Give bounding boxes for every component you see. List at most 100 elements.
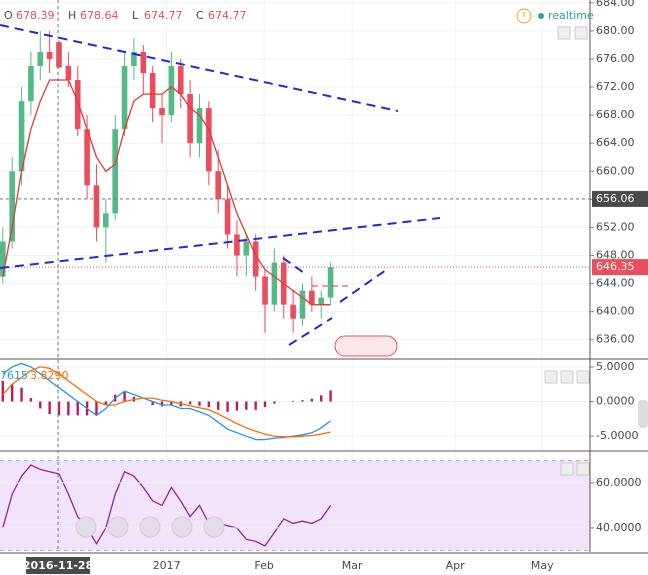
candle-body (327, 267, 334, 298)
trend-line[interactable] (288, 317, 333, 346)
pane-button[interactable] (560, 462, 574, 476)
ohlc-letter: L (132, 9, 139, 22)
histogram-bar (217, 401, 220, 410)
histogram-bar (320, 395, 323, 402)
candle-body (309, 290, 315, 305)
histogram-bar (10, 384, 14, 402)
y-tick-label: 640.00 (596, 305, 635, 318)
y-tick-label: 660.00 (596, 164, 635, 177)
ohlc-letter: O (4, 9, 13, 22)
candle-body (84, 129, 90, 186)
candle-body (168, 65, 175, 116)
histogram-bar (57, 401, 61, 416)
histogram-bar (310, 398, 314, 402)
scroll-button[interactable] (203, 516, 225, 538)
drawings: realtime (0, 8, 648, 538)
histogram-bar (263, 401, 267, 408)
x-tick-label: 2017 (153, 559, 181, 572)
ohlc-letter: C (196, 9, 204, 22)
y-tick-label: 636.00 (596, 333, 635, 346)
candle-body (112, 129, 118, 214)
y-tick-label: 680.00 (596, 24, 635, 37)
line (2, 464, 332, 547)
reset-button[interactable] (139, 516, 161, 538)
ohlc-value: 674.77 (144, 9, 183, 22)
scroll-handle[interactable] (638, 400, 648, 428)
candle-body (252, 241, 259, 277)
histogram-bar (273, 401, 276, 404)
line (2, 362, 331, 441)
trend-line[interactable] (339, 269, 387, 303)
pane-button[interactable] (560, 370, 574, 384)
trend-line[interactable] (0, 24, 399, 112)
ohlc-value: 678.39 (16, 9, 55, 22)
band (0, 460, 590, 551)
histogram-bar (39, 401, 42, 409)
crosshair-price: 656.06 (596, 192, 635, 205)
candle-body (196, 108, 203, 144)
pane-button[interactable] (557, 26, 571, 40)
line (2, 366, 331, 438)
price-label-box (592, 259, 648, 276)
histogram-bar (29, 398, 33, 402)
last-price: 646.35 (596, 260, 635, 273)
candle-body (0, 241, 6, 277)
candle-body (224, 199, 231, 235)
pane-button[interactable] (576, 462, 590, 476)
candle-body (271, 262, 278, 305)
zoom-button[interactable] (107, 516, 129, 538)
candle-body (299, 290, 306, 319)
y-tick-label: 648.00 (596, 249, 635, 262)
x-tick-label: Feb (254, 559, 273, 572)
status-dot (538, 13, 544, 19)
y-tick-label: 672.00 (596, 80, 635, 93)
histogram-bar (48, 401, 51, 414)
y-tick-label: 652.00 (596, 220, 635, 233)
candle-body (187, 94, 193, 144)
histogram-bar (1, 380, 5, 402)
histogram-bar (20, 387, 23, 402)
line (2, 79, 331, 306)
candle-body (159, 108, 165, 116)
candle-body (215, 171, 222, 200)
candle-body (121, 65, 128, 130)
candle-body (93, 185, 100, 228)
warning-icon[interactable] (516, 8, 532, 24)
ohlc-letter: H (68, 9, 76, 22)
price-label-box (592, 190, 648, 207)
scroll-button[interactable] (171, 516, 193, 538)
histogram-bar (76, 401, 79, 416)
y-tick-label: 60.0000 (596, 476, 642, 489)
pane-button[interactable] (574, 26, 588, 40)
ohlc-header: O 678.39 H 678.64 L 674.77 C 674.77 (4, 9, 247, 22)
candle-body (74, 80, 81, 130)
ohlc-value: 674.77 (208, 9, 247, 22)
histogram-bar (95, 401, 98, 416)
x-label-box (26, 557, 91, 574)
pane-button[interactable] (544, 370, 558, 384)
histogram-bar (301, 400, 304, 402)
legend-value: 3.8290 (30, 369, 69, 382)
x-tick-label: 2016-11-28 (23, 559, 93, 572)
histogram-bar (235, 401, 239, 411)
y-tick-label: -5.0000 (596, 429, 638, 442)
y-tick-label: 668.00 (596, 108, 635, 121)
x-tick-label: May (531, 559, 554, 572)
histogram-bar (104, 401, 108, 405)
candle-body (18, 101, 25, 172)
trend-line[interactable] (282, 257, 308, 276)
histogram-bar (291, 400, 295, 402)
event-marker[interactable] (334, 335, 398, 357)
legend-value: 7615 (0, 369, 28, 382)
histogram-bar (198, 401, 201, 406)
histogram-bar (67, 401, 70, 416)
pane-button[interactable] (576, 370, 590, 384)
histogram-bar (226, 401, 229, 412)
candle-body (9, 171, 15, 242)
y-tick-label: 0.0000 (596, 395, 635, 408)
zoom-button[interactable] (75, 516, 97, 538)
candle-body (290, 304, 296, 319)
y-tick-label: 40.0000 (596, 521, 642, 534)
y-tick-label: 5.0000 (596, 360, 635, 373)
